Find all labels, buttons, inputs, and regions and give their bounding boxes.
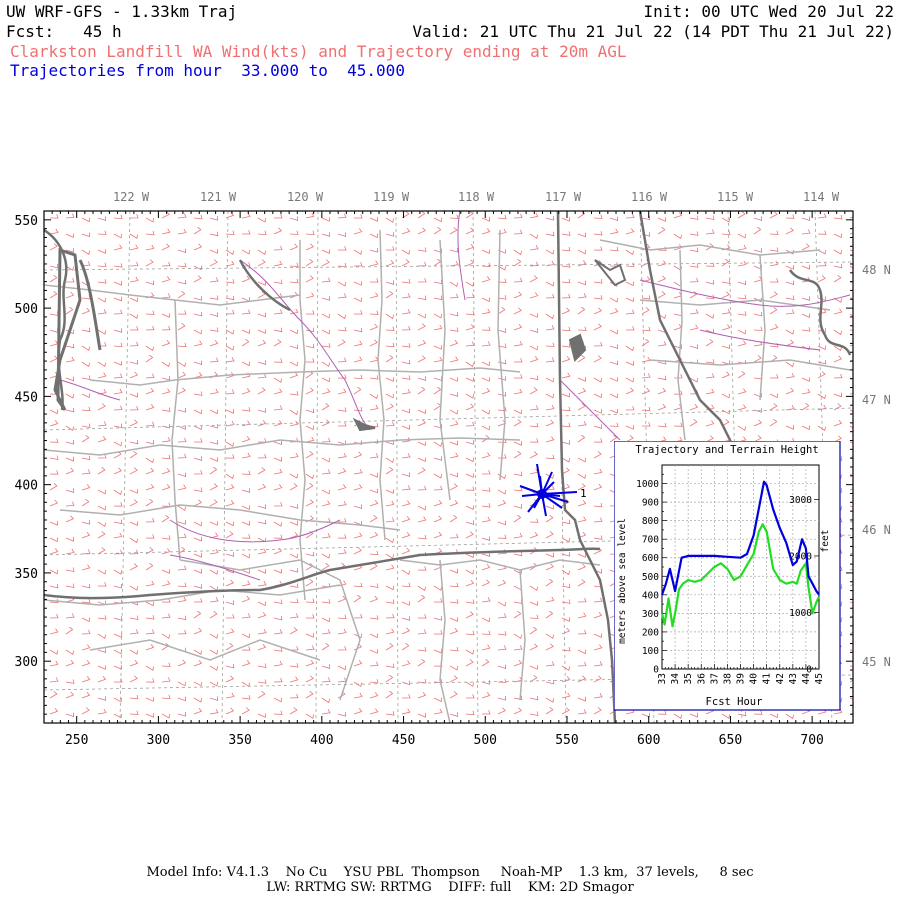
inset-x-tick: 39 xyxy=(736,673,747,685)
inset-x-tick: 36 xyxy=(696,673,707,685)
lon-label: 120 W xyxy=(287,190,324,204)
inset-x-tick: 41 xyxy=(762,673,773,685)
inset-y-tick: 600 xyxy=(642,553,659,564)
lat-label: 48 N xyxy=(862,263,891,277)
inset-y-tick: 0 xyxy=(653,665,659,676)
inset-y-tick: 900 xyxy=(642,498,659,509)
map-subtitle: Clarkston Landfill WA Wind(kts) and Traj… xyxy=(10,42,627,61)
lon-label: 119 W xyxy=(373,190,410,204)
inset-feet-tick: 2000 xyxy=(789,551,812,562)
map-title: UW WRF-GFS - 1.33km Traj xyxy=(6,2,238,21)
lon-label: 117 W xyxy=(545,190,582,204)
inset-y-tick: 300 xyxy=(642,609,659,620)
map-x-tick: 650 xyxy=(719,733,742,748)
lon-label: 122 W xyxy=(113,190,150,204)
map-x-tick-labels: 250 300 350 400 450 500 550 600 650 700 xyxy=(65,733,824,748)
inset-ylabel-left: meters above sea level xyxy=(617,518,628,644)
inset-x-tick: 38 xyxy=(722,673,733,685)
map-x-tick: 600 xyxy=(637,733,660,748)
lat-label: 47 N xyxy=(862,393,891,407)
rivers xyxy=(59,211,851,581)
map-y-tick: 350 xyxy=(15,567,38,582)
latitude-labels: 48 N 47 N 46 N 45 N xyxy=(862,263,891,669)
inset-feet-tick: 3000 xyxy=(789,495,812,506)
map-x-tick: 550 xyxy=(555,733,578,748)
state-boundaries xyxy=(44,211,852,723)
model-info: Model Info: V4.1.3 No Cu YSU PBL Thompso… xyxy=(146,865,754,880)
physics-info: LW: RRTMG SW: RRTMG DIFF: full KM: 2D Sm… xyxy=(266,880,634,895)
inset-ylabel-right: feet xyxy=(820,530,831,553)
lon-label: 121 W xyxy=(200,190,237,204)
trajectory-burst xyxy=(519,463,578,517)
valid-time: Valid: 21 UTC Thu 21 Jul 22 (14 PDT Thu … xyxy=(412,22,894,41)
inset-y-tick: 800 xyxy=(642,516,659,527)
inset-x-tick: 33 xyxy=(657,673,668,684)
map-x-tick: 250 xyxy=(65,733,88,748)
inset-x-tick: 37 xyxy=(709,673,720,684)
map-y-tick: 450 xyxy=(15,390,38,405)
terrain-line xyxy=(660,523,820,628)
inset-x-tick-labels: 33 34 35 36 37 38 39 40 41 42 43 44 45 xyxy=(657,673,825,685)
map-axis-ticks xyxy=(43,210,854,724)
county-boundaries xyxy=(44,229,851,723)
map-x-tick: 500 xyxy=(474,733,497,748)
lat-label: 45 N xyxy=(862,655,891,669)
lon-label: 115 W xyxy=(717,190,754,204)
inset-x-tick: 42 xyxy=(775,673,786,684)
map-y-tick: 400 xyxy=(15,479,38,494)
lon-label: 114 W xyxy=(803,190,840,204)
lon-label: 116 W xyxy=(631,190,668,204)
inset-y-tick: 700 xyxy=(642,535,659,546)
map-y-tick: 500 xyxy=(15,302,38,317)
lat-label: 46 N xyxy=(862,523,891,537)
lake-shapes xyxy=(53,247,627,432)
map-x-tick: 700 xyxy=(800,733,823,748)
inset-y-tick: 400 xyxy=(642,590,659,601)
trajectory-terrain-inset: Trajectory and Terrain Height 0 100 200 300… xyxy=(614,441,841,711)
map-y-tick: 550 xyxy=(15,214,38,229)
inset-feet-tick-labels: 0 1000 2000 3000 xyxy=(789,495,819,676)
inset-title: Trajectory and Terrain Height xyxy=(635,444,818,456)
map-x-tick: 300 xyxy=(147,733,170,748)
init-time: Init: 00 UTC Wed 20 Jul 22 xyxy=(643,2,894,21)
trajectory-hours: Trajectories from hour 33.000 to 45.000 xyxy=(10,61,405,80)
inset-feet-tick: 0 xyxy=(806,665,812,676)
map-y-tick: 300 xyxy=(15,655,38,670)
forecast-hour: Fcst: 45 h xyxy=(6,22,122,41)
lon-label: 118 W xyxy=(458,190,495,204)
map-x-tick: 450 xyxy=(392,733,415,748)
inset-feet-tick: 1000 xyxy=(789,608,812,619)
inset-x-tick: 40 xyxy=(749,673,760,685)
trajectory-label: 1 xyxy=(580,487,587,500)
inset-y-tick: 100 xyxy=(642,646,659,657)
trajectory-line xyxy=(660,480,820,596)
map-x-tick: 400 xyxy=(310,733,333,748)
inset-x-tick: 44 xyxy=(801,673,812,685)
map-x-tick: 350 xyxy=(228,733,251,748)
inset-x-tick: 34 xyxy=(670,673,681,685)
inset-y-tick: 200 xyxy=(642,627,659,638)
inset-y-tick: 500 xyxy=(642,572,659,583)
map-y-tick-labels: 550 500 450 400 350 300 xyxy=(15,214,38,670)
longitude-labels: 122 W 121 W 120 W 119 W 118 W 117 W 116 W 115 W… xyxy=(113,190,840,204)
inset-xlabel: Fcst Hour xyxy=(706,696,763,708)
inset-x-tick: 45 xyxy=(814,673,825,684)
inset-x-tick: 43 xyxy=(788,673,799,684)
inset-y-tick-labels: 0 100 200 300 400 500 600 700 800 900 1000 xyxy=(636,479,659,675)
inset-y-tick: 1000 xyxy=(636,479,659,490)
inset-x-tick: 35 xyxy=(683,673,694,684)
inset-series xyxy=(660,480,820,628)
